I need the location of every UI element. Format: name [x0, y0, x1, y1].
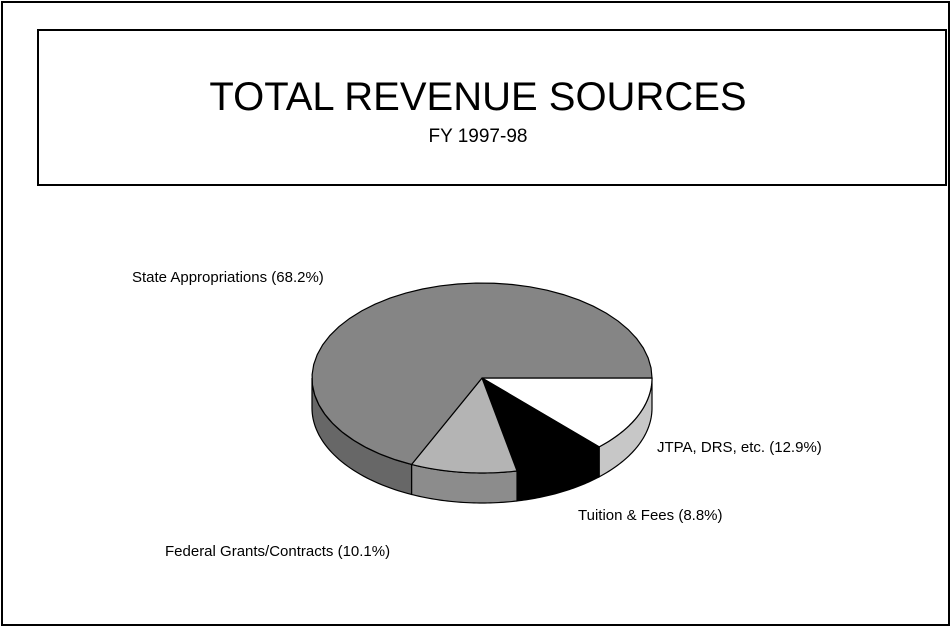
chart-subtitle: FY 1997-98 [429, 126, 528, 147]
slice-category: Tuition & Fees [578, 507, 674, 524]
slice [480, 376, 601, 472]
slice [311, 282, 653, 466]
slice-label: Tuition & Fees (8.8%) [578, 507, 723, 524]
slice [479, 377, 653, 448]
slice-value-label: (68.2%) [271, 269, 324, 286]
slice-value-label: (12.9%) [769, 439, 822, 456]
chart-title: TOTAL REVENUE SOURCES [209, 75, 746, 119]
slice-category: JTPA, DRS, etc. [657, 439, 765, 456]
slice-category: Federal Grants/Contracts [165, 543, 333, 560]
slice-side-shade [599, 378, 652, 477]
slice-category: State Appropriations [132, 269, 267, 286]
slice-side-shade [517, 446, 600, 501]
slice-label: Federal Grants/Contracts (10.1%) [165, 543, 390, 560]
slice-value-label: (8.8%) [678, 507, 722, 524]
slice-label: State Appropriations (68.2%) [132, 269, 324, 286]
slice-value-label: (10.1%) [338, 543, 391, 560]
title-box [37, 29, 947, 186]
slice [410, 376, 518, 474]
pie [311, 282, 653, 504]
slice-label: JTPA, DRS, etc. (12.9%) [657, 439, 822, 456]
slice-side-shade [312, 378, 412, 495]
labels: JTPA, DRS, etc. (12.9%) Tuition & Fees (8… [132, 269, 822, 560]
slice-side-shade [411, 464, 517, 503]
